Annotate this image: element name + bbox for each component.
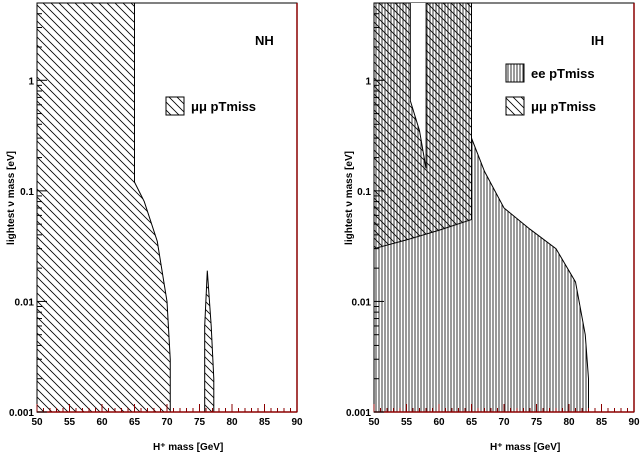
axis-layer: 50 55 60 65 70 75 80 85 90 0.001 0.01 0.1 1 <box>9 2 303 428</box>
data-layer <box>37 3 215 413</box>
notch-boundary <box>409 100 427 169</box>
data-layer <box>373 3 589 412</box>
y-tick-label: 1 <box>365 76 371 87</box>
x-tick-label: 55 <box>401 417 413 428</box>
x-tick-label: 75 <box>194 417 206 428</box>
legend-label: μμ pTmiss <box>191 99 256 114</box>
notch-gap <box>410 3 426 169</box>
x-tick-label: 50 <box>368 417 380 428</box>
x-tick-label: 70 <box>498 417 510 428</box>
y-tick-label: 0.001 <box>346 408 371 419</box>
x-tick-label: 90 <box>628 417 640 428</box>
legend-swatch-vertical <box>505 63 525 83</box>
x-tick-label: 70 <box>161 417 173 428</box>
legend: ee pTmiss μμ pTmiss <box>505 63 596 116</box>
panel-label: IH <box>591 33 604 48</box>
y-tick-label: 1 <box>28 76 34 87</box>
y-tick-label: 0.001 <box>9 408 34 419</box>
x-axis-title: H⁺ mass [GeV] <box>153 442 223 453</box>
x-tick-label: 80 <box>226 417 238 428</box>
y-tick-label: 0.01 <box>352 297 372 308</box>
chart-panel-ih: 50 55 60 65 70 75 80 85 90 0.001 0.01 0.1 1 IH ee pT… <box>344 2 640 453</box>
x-tick-label: 80 <box>563 417 575 428</box>
exclusion-boundary <box>373 219 472 250</box>
axis-layer: 50 55 60 65 70 75 80 85 90 0.001 0.01 0.1 1 <box>346 2 640 428</box>
y-tick-label: 0.1 <box>20 187 34 198</box>
chart-panel-nh: 50 55 60 65 70 75 80 85 90 0.001 0.01 0.1 1 NH μμ pT… <box>6 2 303 453</box>
x-tick-label: 50 <box>31 417 43 428</box>
x-tick-label: 65 <box>129 417 141 428</box>
exclusion-boundary <box>134 3 171 412</box>
x-tick-label: 60 <box>433 417 445 428</box>
x-tick-label: 55 <box>64 417 76 428</box>
legend-swatch-diagonal <box>165 96 185 116</box>
legend-swatch-diagonal <box>505 96 525 116</box>
x-tick-label: 75 <box>531 417 543 428</box>
x-tick-label: 85 <box>259 417 271 428</box>
y-tick-label: 0.1 <box>357 187 371 198</box>
exclusion-region <box>37 3 171 412</box>
x-tick-label: 90 <box>291 417 303 428</box>
legend-label: ee pTmiss <box>531 66 595 81</box>
x-tick-label: 65 <box>466 417 478 428</box>
y-tick-label: 0.01 <box>15 297 35 308</box>
exclusion-boundary <box>471 3 589 412</box>
y-axis-title: lightest ν mass [eV] <box>6 151 17 245</box>
x-axis-title: H⁺ mass [GeV] <box>490 442 560 453</box>
legend-label: μμ pTmiss <box>531 99 596 114</box>
x-tick-label: 60 <box>96 417 108 428</box>
panel-label: NH <box>255 33 274 48</box>
legend: μμ pTmiss <box>165 96 256 116</box>
x-tick-label: 85 <box>596 417 608 428</box>
y-axis-title: lightest ν mass [eV] <box>344 151 355 245</box>
